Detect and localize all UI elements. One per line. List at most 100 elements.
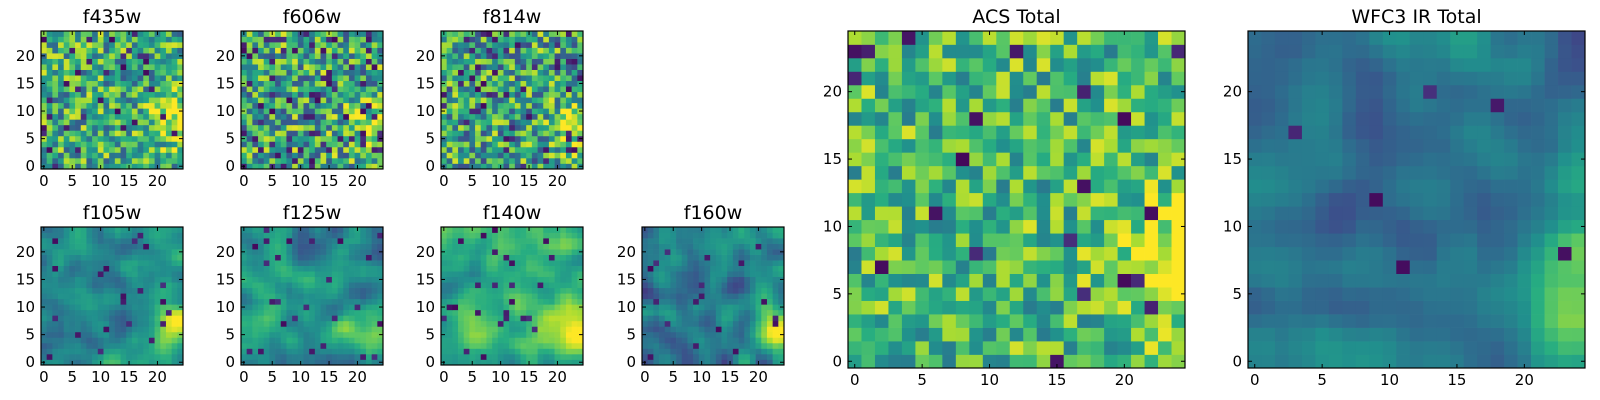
heatmap-cell bbox=[778, 320, 785, 327]
heatmap-cell bbox=[710, 265, 717, 272]
heatmap-cell bbox=[154, 47, 161, 54]
heatmap-cell bbox=[531, 163, 538, 170]
heatmap-cell bbox=[982, 300, 997, 315]
heatmap-cell bbox=[715, 359, 722, 366]
heatmap-cell bbox=[676, 293, 683, 300]
heatmap-cell bbox=[441, 69, 448, 76]
heatmap-cell bbox=[52, 86, 59, 93]
heatmap-cell bbox=[252, 320, 259, 327]
heatmap-cell bbox=[137, 124, 144, 131]
heatmap-cell bbox=[354, 130, 361, 137]
heatmap-cell bbox=[326, 36, 333, 43]
heatmap-cell bbox=[848, 179, 862, 194]
heatmap-cell bbox=[171, 58, 178, 65]
heatmap-cell bbox=[928, 314, 943, 328]
heatmap-cell bbox=[86, 348, 93, 355]
heatmap-cell bbox=[63, 53, 70, 59]
heatmap-cell bbox=[554, 152, 561, 159]
heatmap-cell bbox=[177, 287, 184, 294]
heatmap-cell bbox=[475, 232, 482, 239]
heatmap-cell bbox=[246, 331, 253, 338]
heatmap-cell bbox=[75, 42, 82, 48]
heatmap-cell bbox=[749, 254, 756, 261]
heatmap-cell bbox=[693, 254, 700, 261]
heatmap-cell bbox=[497, 113, 504, 120]
heatmap-cell bbox=[252, 163, 259, 170]
heatmap-cell bbox=[1063, 260, 1078, 274]
x-tick-label: 5 bbox=[67, 172, 77, 190]
heatmap-cell bbox=[171, 141, 178, 148]
heatmap-cell bbox=[548, 47, 555, 54]
heatmap-cell bbox=[41, 337, 48, 344]
heatmap-cell bbox=[331, 130, 338, 137]
heatmap-cell bbox=[497, 353, 504, 360]
heatmap-cell bbox=[326, 243, 333, 250]
heatmap-cell bbox=[143, 309, 150, 316]
heatmap-cell bbox=[246, 86, 253, 93]
heatmap-cell bbox=[331, 282, 338, 289]
heatmap-cell bbox=[721, 315, 728, 322]
heatmap-cell bbox=[848, 327, 862, 342]
heatmap-cell bbox=[148, 80, 155, 87]
heatmap-cell bbox=[766, 304, 773, 311]
heatmap-cell bbox=[137, 36, 144, 43]
heatmap-cell bbox=[969, 179, 984, 194]
heatmap-cell bbox=[286, 304, 293, 311]
heatmap-cell bbox=[452, 232, 459, 239]
panel-title: f606w bbox=[283, 6, 342, 28]
heatmap-cell bbox=[503, 320, 510, 327]
heatmap-cell bbox=[681, 342, 688, 349]
heatmap-cell bbox=[1063, 300, 1078, 315]
heatmap-cell bbox=[659, 254, 666, 261]
heatmap-cell bbox=[704, 348, 711, 355]
heatmap-cell bbox=[177, 271, 184, 278]
heatmap-cell bbox=[160, 42, 167, 48]
heatmap-cell bbox=[469, 238, 476, 244]
heatmap-cell bbox=[509, 337, 516, 344]
heatmap-cell bbox=[520, 163, 527, 170]
heatmap-cell bbox=[137, 113, 144, 120]
heatmap-cell bbox=[571, 157, 578, 164]
heatmap-cell bbox=[80, 124, 87, 131]
heatmap-cell bbox=[137, 227, 144, 233]
heatmap-cell bbox=[303, 337, 310, 344]
heatmap-cell bbox=[326, 64, 333, 70]
heatmap-cell bbox=[343, 348, 350, 355]
heatmap-cell bbox=[531, 276, 538, 283]
heatmap-cell bbox=[97, 113, 104, 120]
heatmap-cell bbox=[314, 119, 321, 126]
heatmap-cell bbox=[120, 157, 127, 164]
heatmap-cell bbox=[80, 141, 87, 148]
heatmap-cell bbox=[75, 315, 82, 322]
heatmap-cell bbox=[446, 47, 453, 54]
heatmap-cell bbox=[143, 287, 150, 294]
heatmap-cell bbox=[143, 342, 150, 349]
heatmap-cell bbox=[761, 271, 768, 278]
heatmap-cell bbox=[458, 113, 465, 120]
heatmap-cell bbox=[469, 53, 476, 59]
heatmap-cell bbox=[543, 232, 550, 239]
heatmap-cell bbox=[63, 108, 70, 115]
heatmap-cell bbox=[469, 232, 476, 239]
heatmap-cell bbox=[246, 42, 253, 48]
heatmap-cell bbox=[41, 97, 48, 104]
heatmap-cell bbox=[69, 124, 76, 131]
heatmap-cell bbox=[320, 119, 327, 126]
heatmap-cell bbox=[154, 353, 161, 360]
heatmap-cell bbox=[659, 309, 666, 316]
heatmap-cell bbox=[331, 298, 338, 305]
heatmap-cell bbox=[681, 309, 688, 316]
heatmap-cell bbox=[687, 243, 694, 250]
heatmap-cell bbox=[365, 342, 372, 349]
heatmap-cell bbox=[303, 227, 310, 233]
heatmap-cell bbox=[326, 69, 333, 76]
heatmap-cell bbox=[143, 348, 150, 355]
heatmap-cell bbox=[514, 75, 521, 82]
heatmap-cell bbox=[721, 232, 728, 239]
heatmap-cell bbox=[642, 298, 649, 305]
heatmap-cell bbox=[58, 113, 65, 120]
heatmap-cell bbox=[97, 271, 104, 278]
heatmap-cell bbox=[309, 353, 316, 360]
heatmap-cell bbox=[109, 58, 116, 65]
heatmap-cell bbox=[503, 31, 510, 37]
